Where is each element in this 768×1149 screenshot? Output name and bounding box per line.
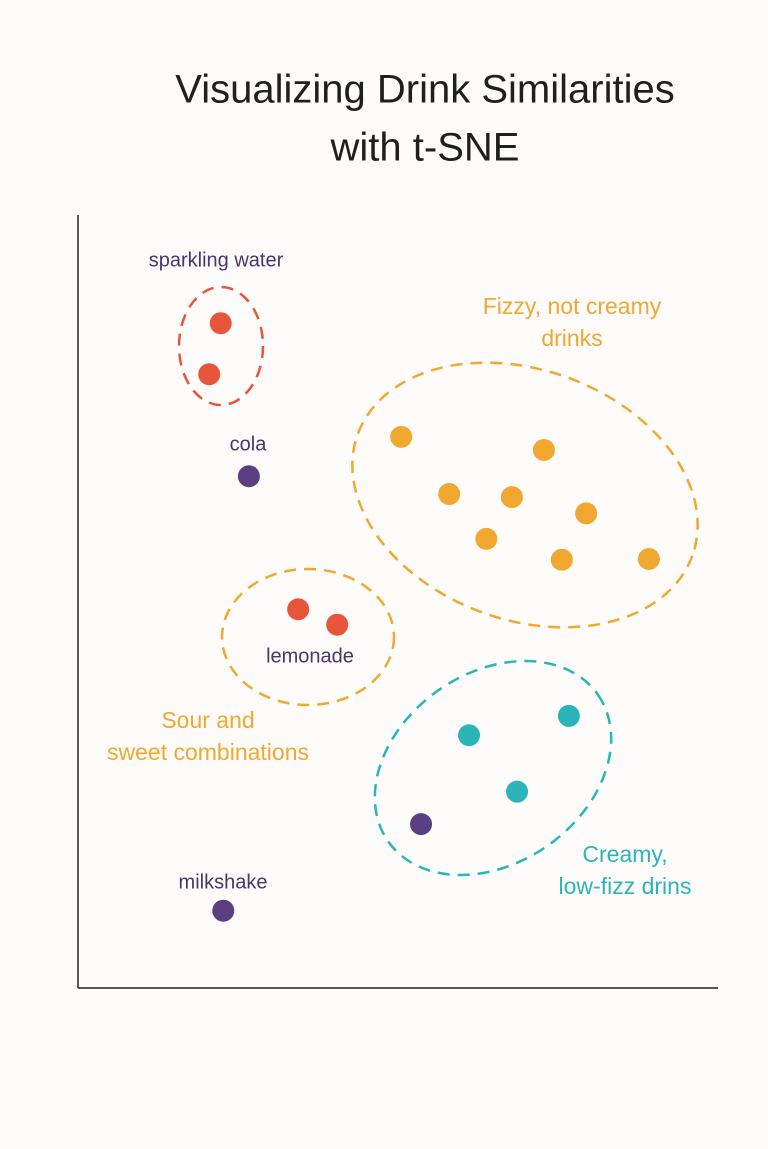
annotation: milkshake xyxy=(179,871,268,893)
cluster-outline xyxy=(177,285,265,407)
point xyxy=(506,780,529,803)
point xyxy=(637,547,660,570)
point xyxy=(287,598,310,621)
point xyxy=(550,548,573,571)
annotation: sparkling water xyxy=(149,249,284,271)
annotation: sweet combinations xyxy=(107,739,309,765)
annotation: Creamy, xyxy=(582,841,667,867)
point xyxy=(326,613,349,636)
chart-title: Visualizing Drink Similarities xyxy=(175,68,674,112)
chart-title: with t-SNE xyxy=(330,126,520,170)
point xyxy=(209,312,232,335)
annotation: cola xyxy=(230,433,268,455)
annotation: drinks xyxy=(541,325,602,351)
point xyxy=(575,502,598,525)
annotation: Sour and xyxy=(161,707,254,733)
point xyxy=(390,425,413,448)
point xyxy=(500,486,523,509)
point xyxy=(410,813,433,836)
point xyxy=(458,724,481,747)
annotation: Fizzy, not creamy xyxy=(483,293,662,319)
point xyxy=(532,438,555,461)
point xyxy=(212,899,235,922)
cluster-outline xyxy=(373,659,613,877)
annotation: low-fizz drins xyxy=(559,873,692,899)
point xyxy=(475,527,498,550)
cluster-outline xyxy=(351,361,699,629)
cluster-outline xyxy=(220,567,396,707)
point xyxy=(198,363,221,386)
point xyxy=(438,483,461,506)
point xyxy=(557,704,580,727)
point xyxy=(237,465,260,488)
annotation: lemonade xyxy=(266,645,354,667)
